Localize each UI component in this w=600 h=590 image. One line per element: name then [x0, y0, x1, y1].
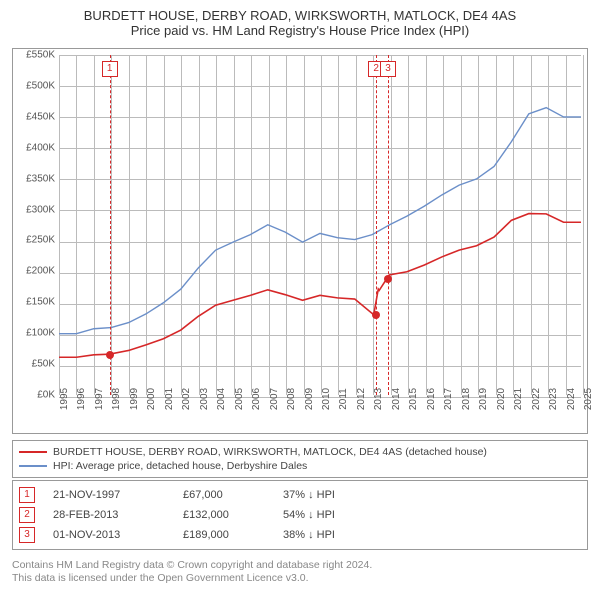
series-property — [59, 214, 581, 358]
legend-row: HPI: Average price, detached house, Derb… — [19, 459, 581, 473]
event-price: £132,000 — [183, 509, 283, 521]
footer-attribution: Contains HM Land Registry data © Crown c… — [12, 559, 588, 586]
sale-point — [372, 311, 380, 319]
legend-swatch — [19, 451, 47, 453]
plot-area: 123 — [59, 55, 581, 395]
event-date: 28-FEB-2013 — [53, 509, 183, 521]
event-date: 21-NOV-1997 — [53, 489, 183, 501]
y-tick-label: £300K — [26, 204, 55, 215]
chart-area: £0K £50K £100K £150K £200K £250K £300K £350K £40… — [12, 48, 588, 434]
event-price: £189,000 — [183, 529, 283, 541]
event-number-box: 3 — [19, 527, 35, 543]
legend-row: BURDETT HOUSE, DERBY ROAD, WIRKSWORTH, M… — [19, 445, 581, 459]
y-tick-label: £500K — [26, 80, 55, 91]
y-tick-label: £50K — [32, 359, 55, 370]
event-date: 01-NOV-2013 — [53, 529, 183, 541]
legend-swatch — [19, 465, 47, 467]
event-number-box: 2 — [19, 507, 35, 523]
event-delta: 37% ↓ HPI — [283, 489, 581, 501]
event-marker: 3 — [380, 61, 396, 77]
y-tick-label: £450K — [26, 111, 55, 122]
chart-subtitle: Price paid vs. HM Land Registry's House … — [0, 23, 600, 42]
event-row: 3 01-NOV-2013£189,00038% ↓ HPI — [19, 525, 581, 545]
event-row: 2 28-FEB-2013£132,00054% ↓ HPI — [19, 505, 581, 525]
event-delta: 54% ↓ HPI — [283, 509, 581, 521]
gridline-v — [583, 55, 584, 395]
y-tick-label: £0K — [37, 390, 55, 401]
y-tick-label: £350K — [26, 173, 55, 184]
sale-point — [384, 275, 392, 283]
y-axis: £0K£50K£100K£150K£200K£250K£300K£350K£40… — [13, 55, 57, 395]
event-vline — [388, 55, 389, 395]
chart-title: BURDETT HOUSE, DERBY ROAD, WIRKSWORTH, M… — [0, 0, 600, 23]
sale-point — [106, 351, 114, 359]
y-tick-label: £400K — [26, 142, 55, 153]
footer-line-1: Contains HM Land Registry data © Crown c… — [12, 559, 588, 573]
event-vline — [376, 55, 377, 395]
event-delta: 38% ↓ HPI — [283, 529, 581, 541]
series-hpi — [59, 108, 581, 334]
footer-line-2: This data is licensed under the Open Gov… — [12, 572, 588, 586]
event-vline — [110, 55, 111, 395]
y-tick-label: £550K — [26, 50, 55, 61]
y-tick-label: £150K — [26, 297, 55, 308]
legend-label: BURDETT HOUSE, DERBY ROAD, WIRKSWORTH, M… — [53, 446, 487, 458]
y-tick-label: £100K — [26, 328, 55, 339]
event-price: £67,000 — [183, 489, 283, 501]
line-series-svg — [59, 55, 581, 396]
events-table: 1 21-NOV-1997£67,00037% ↓ HPI 2 28-FEB-2013… — [12, 480, 588, 550]
event-row: 1 21-NOV-1997£67,00037% ↓ HPI — [19, 485, 581, 505]
legend: BURDETT HOUSE, DERBY ROAD, WIRKSWORTH, M… — [12, 440, 588, 478]
legend-label: HPI: Average price, detached house, Derb… — [53, 460, 307, 472]
x-tick-label: 2025 — [583, 388, 600, 410]
y-tick-label: £200K — [26, 266, 55, 277]
x-axis: 1995199619971998199920002001200220032004… — [59, 397, 581, 433]
event-number-box: 1 — [19, 487, 35, 503]
y-tick-label: £250K — [26, 235, 55, 246]
event-marker: 1 — [102, 61, 118, 77]
